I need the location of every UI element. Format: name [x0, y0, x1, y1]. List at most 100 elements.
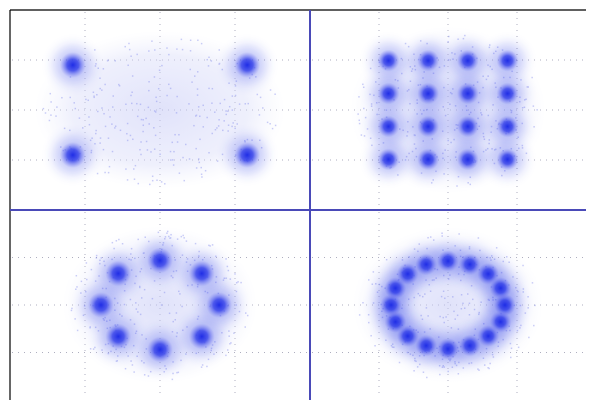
noise-speck [521, 144, 524, 147]
noise-speck [369, 137, 372, 140]
noise-speck [489, 362, 491, 365]
noise-speck [470, 285, 473, 287]
noise-speck [375, 81, 377, 83]
noise-speck [225, 354, 227, 357]
noise-speck [140, 297, 143, 299]
noise-speck [151, 175, 154, 178]
noise-speck [425, 307, 428, 309]
noise-speck [478, 313, 480, 316]
noise-speck [357, 113, 359, 115]
noise-speck [213, 353, 215, 355]
noise-speck [429, 328, 431, 330]
noise-speck [154, 134, 157, 137]
noise-speck [221, 331, 223, 334]
noise-speck [61, 96, 63, 99]
noise-speck [215, 255, 217, 258]
noise-speck [469, 183, 472, 186]
noise-speck [200, 42, 203, 45]
noise-speck [76, 286, 78, 288]
noise-speck [519, 327, 521, 329]
noise-speck [153, 148, 156, 150]
noise-speck [186, 258, 189, 260]
noise-speck [49, 92, 52, 95]
noise-speck [195, 167, 198, 169]
noise-speck [50, 101, 52, 103]
noise-speck [137, 311, 139, 313]
noise-speck [516, 329, 519, 332]
noise-speck [131, 91, 133, 94]
noise-speck [447, 278, 450, 280]
noise-speck [149, 183, 151, 186]
noise-speck [482, 132, 485, 135]
noise-speck [148, 50, 150, 52]
noise-speck [444, 149, 446, 151]
noise-speck [228, 105, 231, 108]
noise-speck [227, 124, 230, 126]
constellation-point [496, 148, 519, 171]
noise-speck [406, 135, 408, 137]
noise-speck [482, 150, 485, 153]
noise-speck [139, 103, 142, 106]
noise-speck [139, 313, 142, 316]
noise-speck [154, 111, 157, 113]
noise-speck [97, 110, 99, 113]
noise-speck [370, 103, 373, 105]
noise-speck [128, 48, 131, 51]
noise-speck [419, 40, 422, 42]
noise-speck [166, 232, 168, 234]
noise-speck [274, 124, 277, 127]
noise-speck [490, 255, 493, 257]
noise-speck [422, 371, 425, 373]
noise-speck [468, 362, 470, 365]
noise-speck [84, 290, 87, 293]
noise-speck [63, 127, 66, 130]
noise-speck [94, 65, 97, 67]
noise-speck [115, 360, 118, 362]
noise-speck [458, 233, 460, 235]
noise-speck [189, 50, 192, 52]
noise-speck [169, 237, 171, 239]
panel-dividers [9, 9, 586, 400]
noise-speck [232, 122, 234, 124]
noise-speck [456, 314, 459, 317]
noise-speck [142, 119, 144, 121]
noise-speck [363, 135, 366, 137]
noise-speck [227, 130, 229, 132]
noise-speck [128, 42, 130, 45]
noise-speck [216, 127, 218, 129]
noise-speck [135, 308, 138, 310]
noise-speck [74, 107, 77, 110]
noise-speck [89, 139, 92, 142]
noise-speck [76, 329, 79, 332]
constellation-point [206, 292, 233, 318]
noise-speck [536, 109, 538, 111]
noise-speck [442, 316, 444, 319]
noise-speck [164, 236, 167, 238]
noise-speck [527, 296, 529, 298]
noise-speck [482, 135, 485, 138]
noise-speck [125, 103, 127, 106]
noise-speck [111, 150, 114, 153]
panels-group [12, 12, 584, 398]
noise-speck [129, 298, 132, 301]
noise-speck [107, 171, 110, 174]
noise-speck [168, 53, 170, 56]
noise-speck [104, 83, 106, 86]
noise-speck [385, 258, 388, 261]
noise-speck [123, 303, 126, 306]
noise-speck [228, 82, 230, 84]
noise-speck [450, 141, 452, 144]
noise-speck [234, 273, 236, 275]
noise-speck [525, 98, 527, 101]
noise-speck [195, 114, 198, 117]
noise-cloud [34, 31, 286, 189]
noise-speck [208, 151, 210, 154]
constellation-point [496, 82, 519, 105]
noise-speck [445, 316, 447, 318]
noise-speck [161, 64, 163, 67]
noise-speck [409, 102, 411, 105]
noise-speck [197, 315, 200, 318]
noise-speck [90, 149, 93, 152]
constellation-point [417, 49, 440, 72]
noise-speck [369, 67, 372, 70]
